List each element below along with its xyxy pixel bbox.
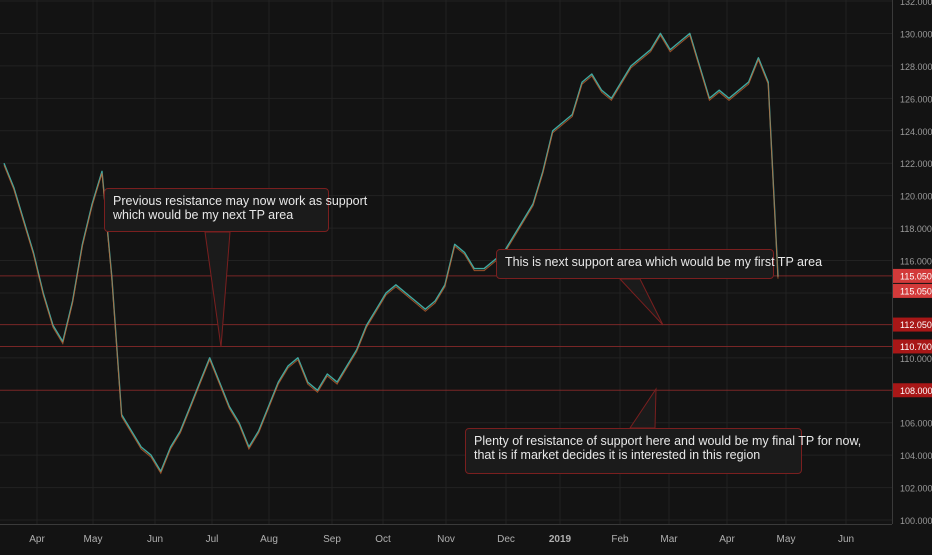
price-tick-label: 116.000	[900, 257, 932, 267]
time-tick-label: Mar	[660, 534, 678, 545]
time-tick-label: Aug	[260, 534, 278, 545]
callout-pointers	[204, 231, 664, 429]
annotation-final-tp[interactable]: Plenty of resistance of support here and…	[465, 428, 862, 474]
price-tick-label: 122.000	[900, 159, 932, 169]
annotation-line: that is if market decides it is interest…	[474, 448, 761, 462]
callout-pointer	[204, 231, 231, 348]
annotation-first-tp[interactable]: This is next support area which would be…	[496, 249, 823, 279]
price-tick-label: 128.000	[900, 62, 932, 72]
level-badge-label: 115.050	[900, 286, 932, 296]
callout-pointer	[618, 278, 664, 326]
level-badges: 115.050 115.050 112.050 110.700 108.000	[893, 268, 932, 398]
price-tick-label: 118.000	[900, 224, 932, 234]
price-tick-label: 132.000	[900, 0, 932, 7]
annotation-line: This is next support area which would be…	[505, 255, 823, 269]
time-tick-label: Oct	[375, 534, 391, 545]
annotation-line: Plenty of resistance of support here and…	[474, 434, 862, 448]
series-lines	[3, 32, 779, 475]
price-tick-label: 110.000	[900, 354, 932, 364]
time-tick-label: May	[777, 534, 796, 545]
time-tick-label: Sep	[323, 534, 341, 545]
level-badge	[893, 317, 932, 332]
time-tick-label: Nov	[437, 534, 455, 545]
time-tick-label: Feb	[611, 534, 629, 545]
price-series-line	[3, 32, 779, 472]
time-tick-label: Apr	[29, 534, 45, 545]
level-badge	[893, 268, 932, 283]
time-tick-label: May	[84, 534, 103, 545]
level-badge	[893, 283, 932, 298]
level-badge-label: 112.050	[900, 320, 932, 330]
level-badge-label: 110.700	[900, 342, 932, 352]
annotation-line: which would be my next TP area	[113, 208, 294, 222]
price-tick-label: 104.000	[900, 451, 932, 461]
price-tick-label: 130.000	[900, 29, 932, 39]
level-badge	[893, 383, 932, 398]
price-tick-label: 100.000	[900, 516, 932, 526]
level-badge-label: 115.050	[900, 271, 932, 281]
time-tick-label: Jun	[838, 534, 854, 545]
price-tick-label: 120.000	[900, 192, 932, 202]
moving-average-line	[3, 34, 779, 475]
price-tick-label: 106.000	[900, 419, 932, 429]
time-tick-label: Apr	[719, 534, 735, 545]
time-tick-label: 2019	[549, 534, 572, 545]
level-badge-label: 108.000	[900, 386, 932, 396]
time-tick-label: Jul	[206, 534, 219, 545]
time-tick-label: Dec	[497, 534, 515, 545]
time-axis[interactable]: Apr May Jun Jul Aug Sep Oct Nov Dec 2019 Feb Mar Apr…	[29, 534, 854, 545]
level-badge	[893, 339, 932, 354]
price-tick-label: 126.000	[900, 94, 932, 104]
time-tick-label: Jun	[147, 534, 163, 545]
annotation-previous-resistance[interactable]: Previous resistance may now work as supp…	[104, 188, 368, 232]
annotation-line: Previous resistance may now work as supp…	[113, 194, 368, 208]
price-tick-label: 102.000	[900, 484, 932, 494]
price-tick-label: 124.000	[900, 127, 932, 137]
